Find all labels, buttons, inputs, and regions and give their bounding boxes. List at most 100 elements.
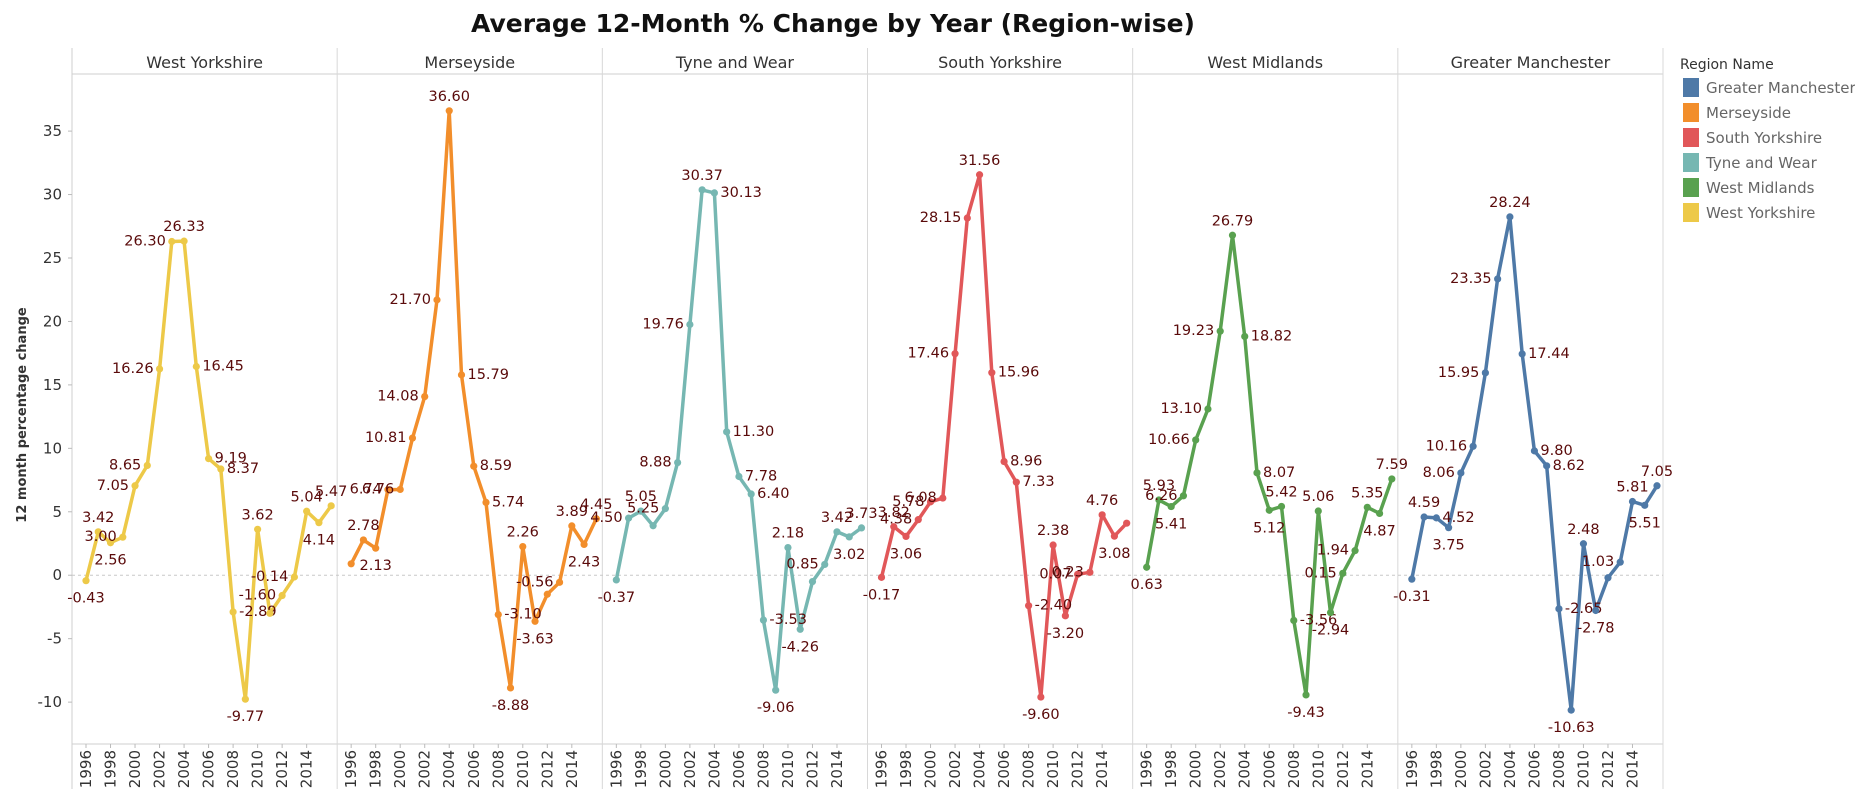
data-point xyxy=(519,542,527,551)
data-label: -3.53 xyxy=(769,612,807,628)
data-label: 4.45 xyxy=(580,497,612,513)
data-point xyxy=(877,573,886,581)
data-label: 4.52 xyxy=(1442,510,1474,526)
data-point xyxy=(1037,693,1045,701)
data-label: 31.56 xyxy=(959,153,1001,169)
data-point xyxy=(772,686,780,694)
data-label: -1.60 xyxy=(239,588,277,604)
data-label: 8.96 xyxy=(1010,454,1042,470)
data-point xyxy=(1555,605,1563,613)
data-point xyxy=(1049,541,1057,549)
data-label: 2.56 xyxy=(94,553,126,569)
data-label: 28.24 xyxy=(1489,195,1531,211)
data-point xyxy=(143,461,151,470)
x-tick-label: 2008 xyxy=(1020,750,1038,788)
x-tick-label: 2014 xyxy=(563,750,581,788)
data-label: 5.04 xyxy=(291,489,323,505)
data-point xyxy=(384,486,392,494)
data-point xyxy=(408,434,417,442)
data-point xyxy=(1445,524,1453,532)
data-point xyxy=(1567,706,1575,714)
legend-swatch xyxy=(1683,103,1699,122)
data-point xyxy=(372,544,380,552)
data-point xyxy=(1339,569,1347,577)
data-label: 3.06 xyxy=(890,546,922,562)
data-label: 26.33 xyxy=(163,219,205,235)
x-tick-label: 2002 xyxy=(946,750,964,788)
data-label: 6.26 xyxy=(1145,488,1177,504)
data-point xyxy=(784,543,792,552)
data-point xyxy=(1228,231,1237,239)
data-point xyxy=(131,482,139,490)
data-point xyxy=(1012,478,1020,486)
data-point xyxy=(1074,570,1082,578)
data-point xyxy=(1123,519,1131,527)
data-point xyxy=(988,369,996,377)
y-tick-label: -10 xyxy=(38,693,63,711)
data-point xyxy=(290,573,298,581)
x-tick-label: 1998 xyxy=(897,750,915,788)
y-axis-label: 12 month percentage change xyxy=(15,307,30,523)
data-point xyxy=(637,507,645,515)
data-label: -9.06 xyxy=(757,700,795,716)
data-point xyxy=(1518,350,1526,358)
data-point xyxy=(82,577,90,585)
data-point xyxy=(229,608,237,616)
panel-title: Merseyside xyxy=(424,53,515,72)
data-label: 13.10 xyxy=(1160,401,1202,417)
x-tick-label: 2000 xyxy=(656,750,674,788)
data-point xyxy=(1179,492,1188,500)
data-label: 6.08 xyxy=(904,490,936,506)
x-tick-label: 1996 xyxy=(1403,750,1421,788)
data-label: 5.25 xyxy=(627,501,659,517)
panels-layer: West Yorkshire 1996 1998 2000 2002 2004 2006 20… xyxy=(67,53,1673,788)
axes-layer: -10 -5 0 5 10 15 20 25 30 35 xyxy=(38,48,1664,789)
data-label: 2.43 xyxy=(568,554,600,570)
x-tick-label: 2010 xyxy=(1574,750,1592,788)
x-tick-label: 1998 xyxy=(102,750,120,788)
data-point xyxy=(1155,496,1163,504)
x-tick-label: 2014 xyxy=(1623,750,1641,788)
data-point xyxy=(1506,213,1514,221)
legend-entry: West Yorkshire xyxy=(1706,204,1815,222)
data-label: 19.23 xyxy=(1173,323,1215,339)
data-label: 6.40 xyxy=(757,486,789,502)
data-label: 5.05 xyxy=(625,489,657,505)
data-label: 4.59 xyxy=(1408,495,1440,511)
x-tick-label: 2004 xyxy=(1501,750,1519,788)
data-point xyxy=(914,516,922,524)
x-tick-label: 2006 xyxy=(995,750,1013,788)
data-label: 10.16 xyxy=(1426,438,1468,454)
data-label: 9.80 xyxy=(1540,443,1572,459)
data-label: 6.74 xyxy=(350,482,382,498)
y-tick-label: 30 xyxy=(43,186,62,204)
data-label: 1.03 xyxy=(1582,554,1614,570)
data-point xyxy=(254,525,262,533)
data-label: 8.59 xyxy=(480,458,512,474)
data-label: 7.78 xyxy=(745,469,777,485)
data-label: -9.43 xyxy=(1287,705,1325,721)
data-point xyxy=(796,625,804,633)
panel-west-midlands: West Midlands 1996 1998 2000 2002 2004 2006 200… xyxy=(1131,53,1408,788)
data-point xyxy=(445,107,453,115)
data-label: 30.13 xyxy=(720,185,762,201)
data-label: -0.43 xyxy=(67,591,105,607)
legend-title: Region Name xyxy=(1680,57,1774,73)
data-label: 8.62 xyxy=(1553,458,1585,474)
data-point xyxy=(1616,558,1624,566)
y-tick-label: 25 xyxy=(43,249,62,267)
data-point xyxy=(396,485,404,494)
data-point xyxy=(1530,447,1539,455)
x-tick-label: 2006 xyxy=(730,750,748,788)
data-point xyxy=(890,523,898,531)
x-tick-label: 2006 xyxy=(1525,750,1543,788)
x-tick-label: 2008 xyxy=(489,750,507,788)
data-label: 8.06 xyxy=(1423,465,1455,481)
data-label: -2.78 xyxy=(1577,621,1615,637)
data-point xyxy=(1420,513,1428,521)
data-label: 7.05 xyxy=(1641,464,1673,480)
data-label: 10.81 xyxy=(365,430,407,446)
data-label: 15.96 xyxy=(998,365,1040,381)
data-label: 26.79 xyxy=(1212,213,1254,229)
data-point xyxy=(1604,574,1612,582)
